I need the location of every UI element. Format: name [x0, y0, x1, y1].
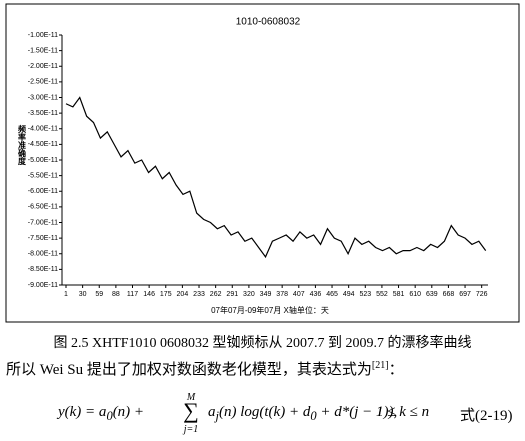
x-tick-label: 146	[143, 291, 155, 298]
x-tick-label: 494	[343, 291, 355, 298]
x-tick-label: 117	[127, 291, 138, 298]
eq-sub: j	[215, 409, 219, 423]
y-tick-label: -3.00E-11	[28, 94, 58, 101]
y-tick-label: -2.50E-11	[28, 79, 58, 86]
x-tick-label: 175	[160, 291, 172, 298]
sum-top: M	[186, 392, 196, 403]
x-tick-label: 88	[112, 291, 120, 298]
x-tick-label: 291	[226, 291, 238, 298]
eq-part: y(k) = a	[58, 404, 107, 420]
data-line	[65, 96, 487, 259]
x-tick-label: 378	[276, 291, 288, 298]
x-tick-label: 349	[260, 291, 272, 298]
eq-part: (n) +	[112, 404, 145, 420]
equation-body: y(k) = a0(n) +	[58, 404, 144, 424]
chart-frame	[5, 3, 520, 323]
paragraph-text: 所以 Wei Su 提出了加权对数函数老化模型，其表达式为	[6, 362, 372, 378]
x-axis-title: 07年07月-09年07月 X轴单位：天	[211, 305, 329, 315]
y-tick-label: -7.00E-11	[28, 219, 58, 226]
x-tick-label: 581	[393, 291, 405, 298]
y-tick-label: -2.00E-11	[28, 63, 58, 70]
y-axis-title: 频率准确度	[17, 124, 27, 166]
y-tick-label: -6.00E-11	[28, 188, 58, 195]
x-tick-label: 639	[426, 291, 438, 298]
x-tick-label: 697	[459, 291, 471, 298]
y-tick-label: -4.50E-11	[28, 141, 58, 148]
eq-number: 式(2-19)	[460, 408, 513, 424]
y-tick-label: -5.50E-11	[28, 172, 58, 179]
y-tick-label: -8.50E-11	[28, 266, 58, 273]
y-tick-label: -5.00E-11	[28, 157, 58, 164]
eq-part: + d*(j − 1)),	[316, 404, 398, 420]
x-tick-label: 610	[409, 291, 421, 298]
eq-part: (n) log(t(k) + d	[218, 404, 311, 420]
x-tick-label: 262	[210, 291, 222, 298]
y-tick-label: -1.50E-11	[28, 47, 58, 54]
x-tick-label: 726	[476, 291, 488, 298]
chart: 1010-0608032 07年07月-09年07月 X轴单位：天 频率准确度 …	[5, 3, 520, 323]
chart-title: 1010-0608032	[236, 17, 301, 28]
x-tick-label: 233	[193, 291, 205, 298]
y-tick-label: -9.00E-11	[28, 282, 58, 289]
paragraph: 所以 Wei Su 提出了加权对数函数老化模型，其表达式为[21]：	[6, 358, 525, 379]
eq-sub: 0	[310, 409, 317, 423]
paragraph-end: ：	[388, 362, 404, 378]
y-tick-label: -4.00E-11	[28, 126, 58, 133]
equation-body-2: aj(n) log(t(k) + d0 + d*(j − 1)),	[208, 404, 397, 424]
y-tick-label: -7.50E-11	[28, 235, 58, 242]
equation: y(k) = a0(n) + M ∑ j=1 aj(n) log(t(k) + …	[58, 392, 525, 441]
y-tick-label: -1.00E-11	[28, 32, 58, 39]
citation: [21]	[371, 360, 389, 371]
x-tick-label: 59	[95, 291, 103, 298]
x-tick-label: 204	[177, 291, 189, 298]
x-tick-label: 1	[64, 291, 68, 298]
eq-range: 1 ≤ k ≤ n	[376, 404, 430, 420]
x-tick-label: 552	[376, 291, 388, 298]
sum-sign: ∑	[183, 398, 199, 423]
y-tick-label: -3.50E-11	[28, 110, 58, 117]
x-tick-label: 465	[326, 291, 338, 298]
x-tick-label: 407	[293, 291, 305, 298]
x-tick-label: 523	[359, 291, 371, 298]
sum-bottom: j=1	[183, 424, 199, 435]
y-tick-label: -8.00E-11	[28, 251, 58, 258]
y-tick-label: -6.50E-11	[28, 204, 58, 211]
x-tick-label: 436	[310, 291, 322, 298]
x-tick-label: 668	[443, 291, 455, 298]
x-tick-label: 320	[243, 291, 255, 298]
eq-part: a	[208, 404, 216, 420]
x-tick-label: 30	[79, 291, 87, 298]
figure-caption: 图 2.5 XHTF1010 0608032 型铷频标从 2007.7 到 20…	[53, 336, 472, 351]
eq-sub: 0	[106, 409, 113, 423]
